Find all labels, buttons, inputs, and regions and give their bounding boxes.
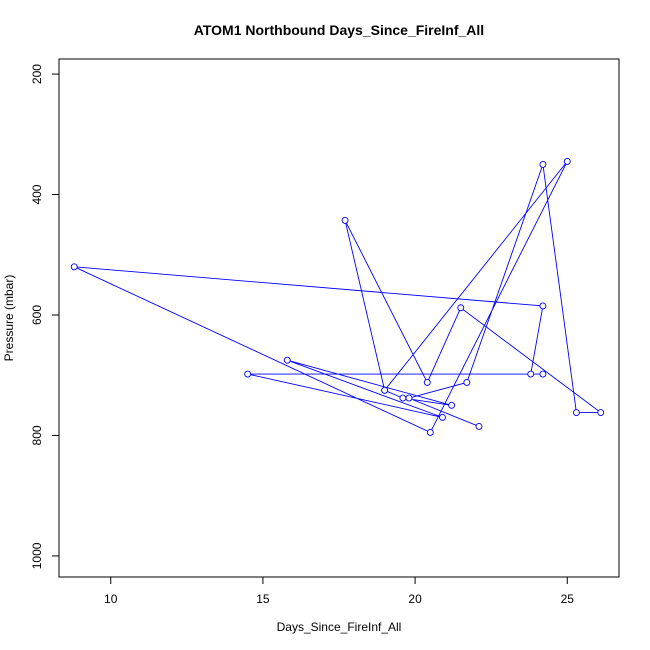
- y-tick-label: 400: [30, 184, 44, 204]
- y-axis: 200 400 600 800 1000: [30, 64, 60, 569]
- data-point: [539, 370, 547, 378]
- data-point: [475, 422, 483, 430]
- data-point: [423, 378, 431, 386]
- data-point: [439, 413, 446, 421]
- x-tick-label: 20: [408, 592, 422, 606]
- x-tick-label: 10: [104, 592, 118, 606]
- y-tick-label: 800: [30, 425, 44, 445]
- data-point: [457, 304, 465, 312]
- data-point: [426, 428, 434, 436]
- data-point: [405, 394, 413, 402]
- y-tick-label: 600: [30, 305, 44, 325]
- data-point: [539, 302, 547, 310]
- series-layer: [70, 157, 605, 436]
- data-point: [463, 378, 471, 386]
- data-point: [572, 409, 580, 417]
- data-point: [244, 370, 252, 378]
- y-tick-label: 200: [30, 64, 44, 84]
- data-point: [381, 386, 389, 394]
- data-point: [448, 401, 456, 409]
- x-tick-label: 15: [256, 592, 270, 606]
- data-point: [283, 356, 291, 364]
- series-line: [74, 161, 603, 434]
- plot-frame: [58, 58, 620, 578]
- data-point: [341, 216, 349, 224]
- data-point: [539, 160, 547, 168]
- data-point: [527, 370, 535, 378]
- data-point: [399, 394, 407, 402]
- y-axis-label: Pressure (mbar): [2, 275, 16, 362]
- chart-title: ATOM1 Northbound Days_Since_FireInf_All: [194, 22, 484, 38]
- data-point: [597, 409, 605, 417]
- x-axis: 10 15 20 25: [104, 576, 575, 606]
- data-point: [70, 263, 78, 271]
- y-tick-label: 1000: [30, 542, 44, 569]
- x-axis-label: Days_Since_FireInf_All: [277, 620, 402, 634]
- x-tick-label: 25: [561, 592, 575, 606]
- data-point: [563, 157, 571, 165]
